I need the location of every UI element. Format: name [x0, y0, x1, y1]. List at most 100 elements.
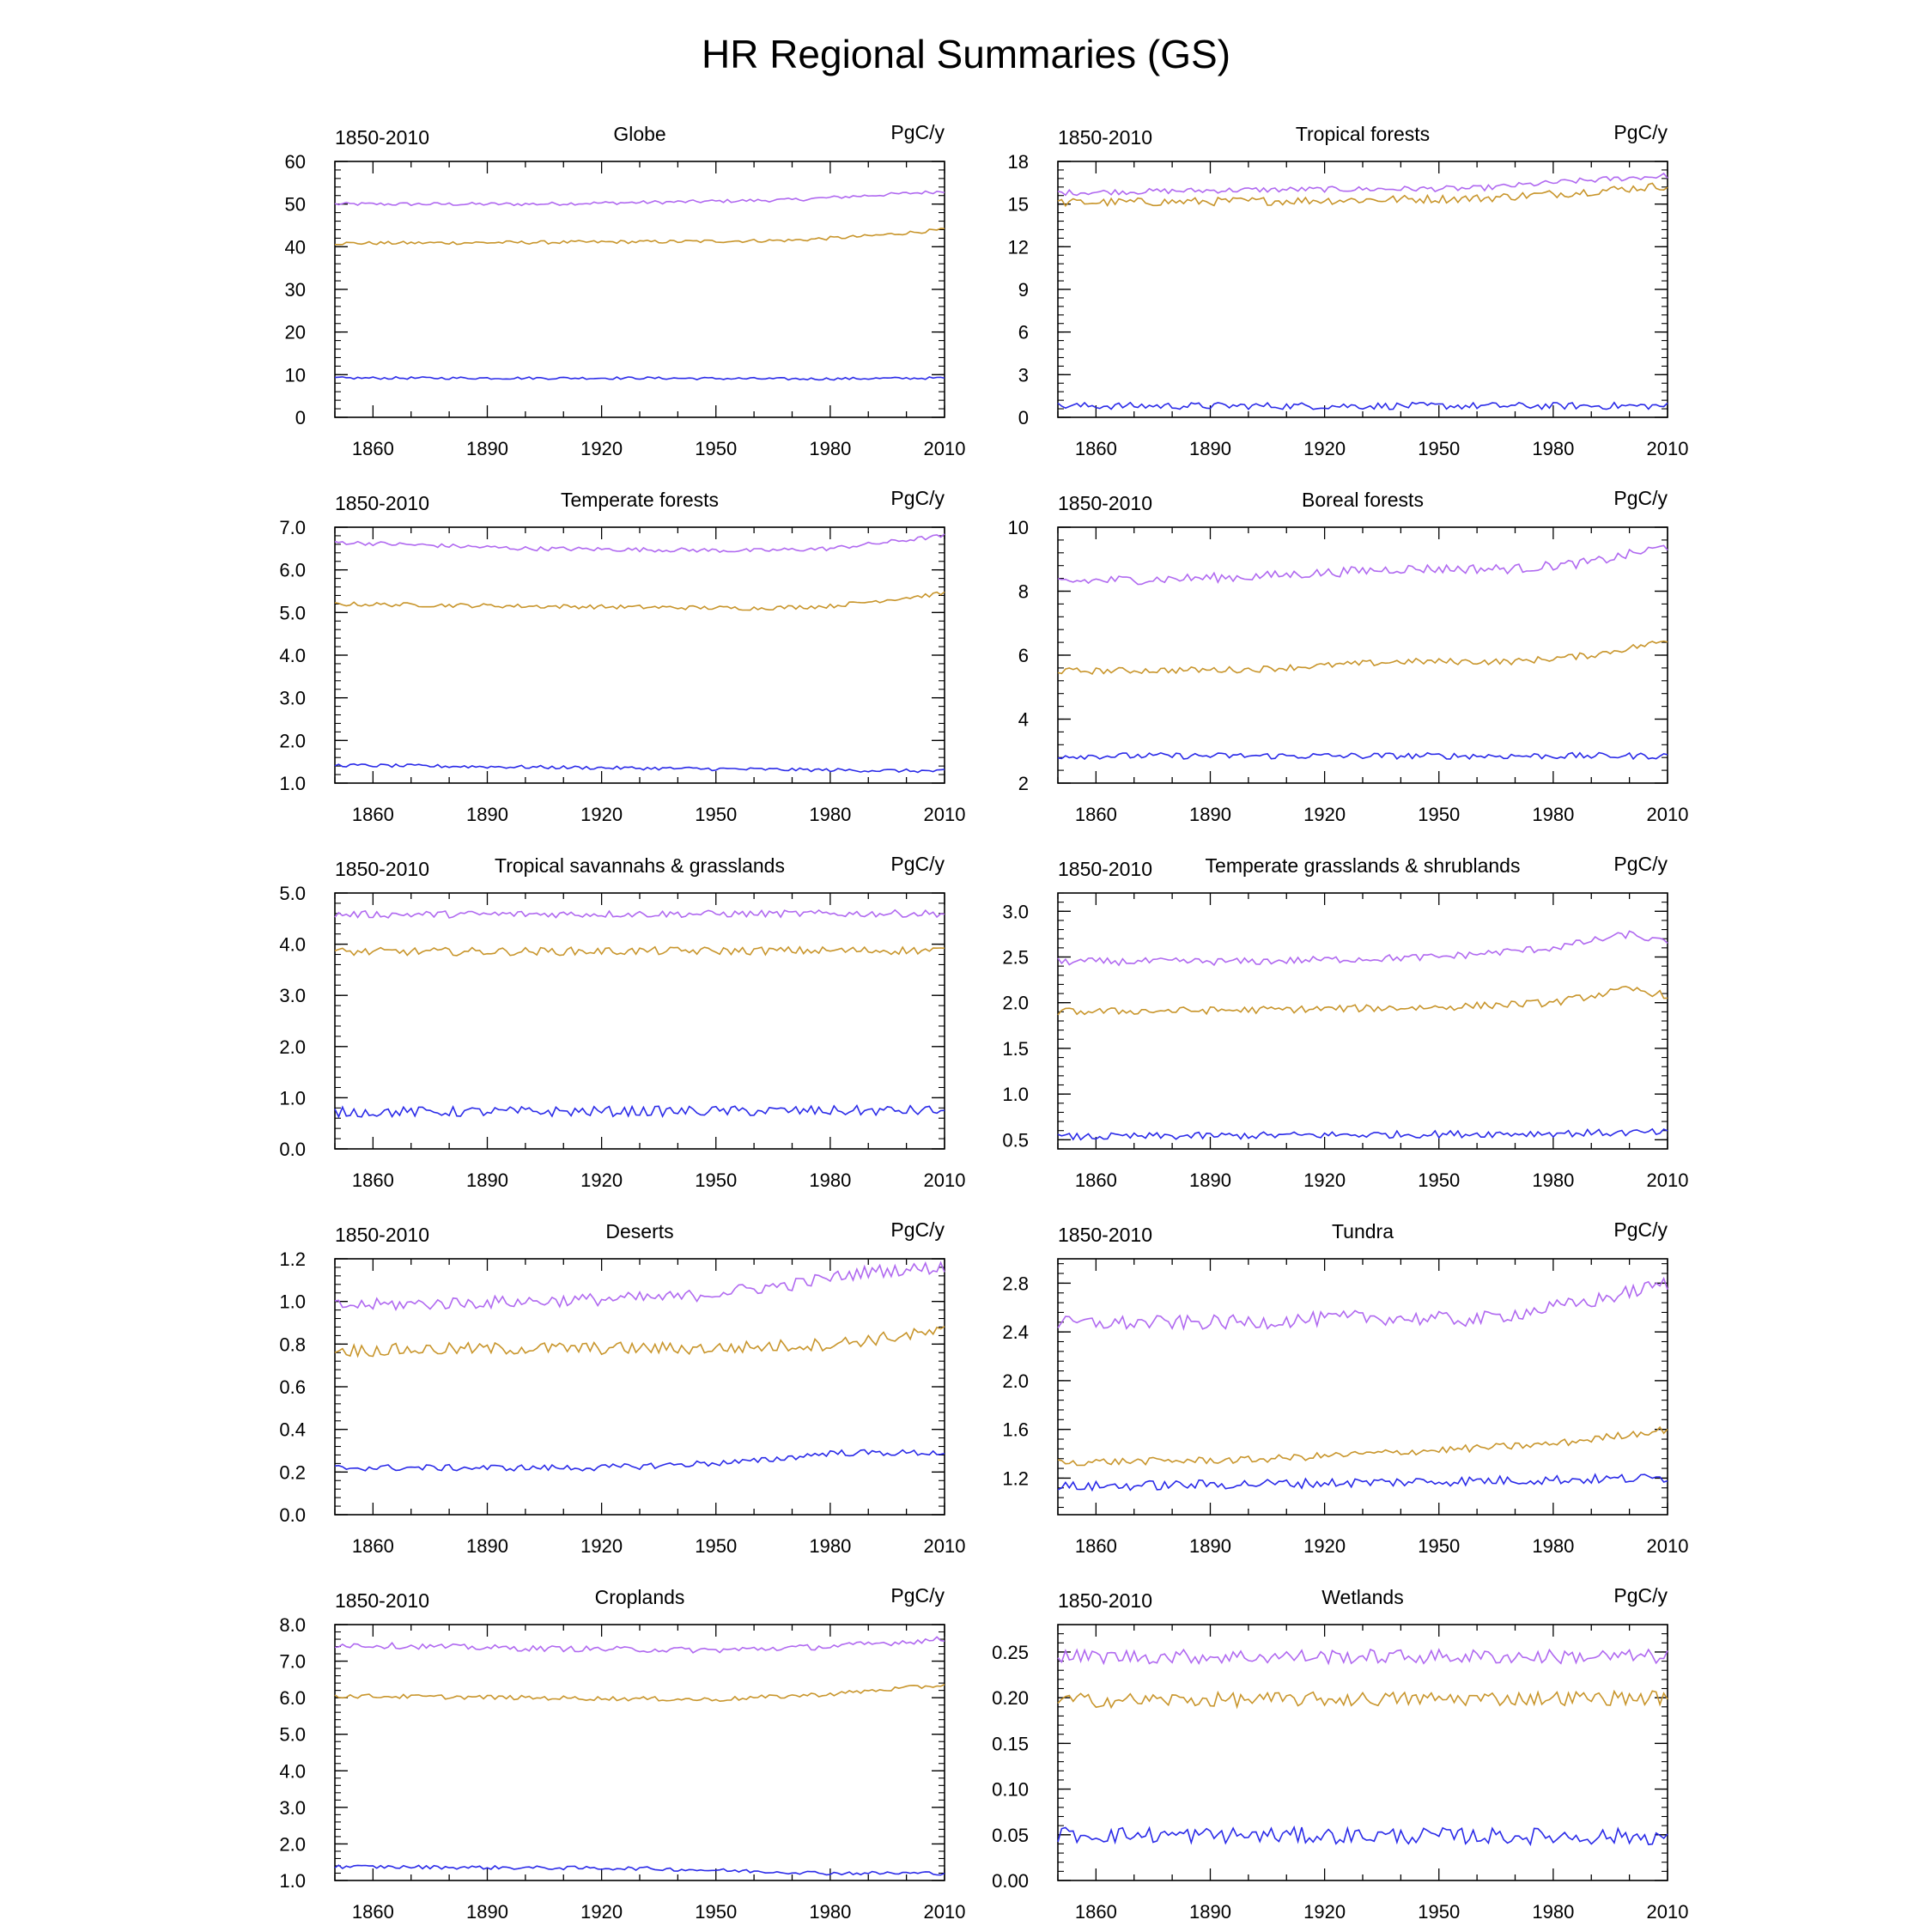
panel-title: Tropical forests — [1296, 123, 1430, 145]
series-line-1 — [334, 1636, 945, 1654]
panel-title: Tundra — [1332, 1220, 1394, 1242]
x-tick-label: 1980 — [809, 1535, 851, 1557]
x-tick-label: 1860 — [352, 438, 394, 459]
y-tick-label: 18 — [1008, 151, 1029, 173]
unit-label: PgC/y — [890, 853, 945, 875]
y-tick-label: 2.0 — [1002, 993, 1029, 1014]
plot-frame — [334, 1624, 945, 1881]
plot-frame — [334, 526, 945, 784]
x-tick-label: 1980 — [809, 1170, 851, 1191]
y-tick-label: 0.5 — [1002, 1129, 1029, 1151]
y-tick-label: 6.0 — [279, 560, 306, 581]
series-line-2 — [334, 591, 945, 611]
series-line-1 — [334, 1261, 945, 1311]
series-line-2 — [1057, 985, 1668, 1016]
unit-label: PgC/y — [1613, 853, 1668, 875]
x-tick-label: 1950 — [1418, 438, 1460, 459]
y-tick-label: 0.0 — [279, 1139, 306, 1160]
chart-panel: 1860 1890 1920 1950 1980 2010 2 4 6 8 10 1850-2010 B… — [1008, 487, 1689, 825]
x-tick-label: 1980 — [809, 438, 851, 459]
x-tick-label: 1950 — [1418, 1535, 1460, 1557]
x-tick-label: 1950 — [1418, 804, 1460, 825]
y-tick-label: 10 — [1008, 517, 1029, 538]
period-label: 1850-2010 — [335, 858, 429, 880]
period-label: 1850-2010 — [1058, 492, 1152, 514]
y-tick-label: 1.0 — [1002, 1084, 1029, 1105]
x-tick-label: 1920 — [580, 1170, 623, 1191]
y-tick-label: 6 — [1018, 322, 1029, 343]
unit-label: PgC/y — [1613, 487, 1668, 509]
panel-title: Croplands — [595, 1586, 685, 1608]
x-tick-label: 1890 — [1189, 1901, 1231, 1923]
x-tick-label: 1920 — [1303, 1535, 1346, 1557]
x-tick-label: 1920 — [1303, 1901, 1346, 1923]
series-line-1 — [334, 908, 945, 919]
panel-title: Globe — [613, 123, 665, 145]
panel-title: Deserts — [605, 1220, 673, 1242]
x-tick-label: 2010 — [924, 438, 966, 459]
series-line-1 — [1057, 544, 1668, 586]
y-tick-label: 1.0 — [279, 1087, 306, 1109]
x-tick-label: 1890 — [466, 1170, 508, 1191]
chart-panel: 1860 1890 1920 1950 1980 2010 0.0 0.2 0.4 0.6 0.8 1… — [279, 1218, 965, 1557]
unit-label: PgC/y — [890, 1218, 945, 1241]
y-tick-label: 0.2 — [279, 1461, 306, 1483]
x-tick-label: 1860 — [1075, 804, 1117, 825]
x-tick-label: 1920 — [580, 1535, 623, 1557]
x-tick-label: 2010 — [924, 1901, 966, 1923]
period-label: 1850-2010 — [1058, 1589, 1152, 1612]
plot-frame — [334, 1258, 945, 1516]
y-tick-label: 0.25 — [992, 1642, 1029, 1663]
x-tick-label: 1860 — [1075, 1170, 1117, 1191]
y-tick-label: 0.0 — [279, 1504, 306, 1526]
y-tick-label: 3 — [1018, 364, 1029, 386]
series-line-1 — [334, 533, 945, 554]
y-tick-label: 1.0 — [279, 1870, 306, 1892]
unit-label: PgC/y — [1613, 1584, 1668, 1607]
x-tick-label: 1860 — [1075, 1535, 1117, 1557]
y-tick-label: 7.0 — [279, 1651, 306, 1673]
chart-panel: 1860 1890 1920 1950 1980 2010 0 10 20 30 40 50 60 185… — [285, 121, 966, 459]
y-tick-label: 2.0 — [279, 1833, 306, 1855]
panel-title: Temperate forests — [561, 489, 719, 511]
series-line-1 — [334, 190, 945, 207]
period-label: 1850-2010 — [1058, 858, 1152, 880]
x-tick-label: 1890 — [1189, 1535, 1231, 1557]
x-tick-label: 1890 — [1189, 438, 1231, 459]
y-tick-label: 4.0 — [279, 645, 306, 666]
series-line-2 — [334, 1326, 945, 1358]
x-tick-label: 1920 — [580, 438, 623, 459]
y-tick-label: 30 — [285, 279, 306, 301]
y-tick-label: 2 — [1018, 773, 1029, 794]
x-tick-label: 1860 — [1075, 438, 1117, 459]
series-line-2 — [1057, 1425, 1668, 1467]
series-line-2 — [1057, 640, 1668, 675]
y-tick-label: 0.4 — [279, 1419, 306, 1441]
chart-panel: 1860 1890 1920 1950 1980 2010 0.0 1.0 2.0 3.0 4.0 5… — [279, 853, 965, 1191]
x-tick-label: 1890 — [466, 804, 508, 825]
x-tick-label: 1980 — [1532, 438, 1574, 459]
series-line-3 — [334, 375, 945, 381]
chart-panel: 1860 1890 1920 1950 1980 2010 1.2 1.6 2.0 2.4 2.8 1… — [1002, 1218, 1688, 1557]
x-tick-label: 1920 — [1303, 1170, 1346, 1191]
x-tick-label: 1890 — [1189, 1170, 1231, 1191]
series-line-3 — [1057, 401, 1668, 410]
chart-panel: 1860 1890 1920 1950 1980 2010 1.0 2.0 3.0 4.0 5.0 6… — [279, 487, 965, 825]
series-line-2 — [1057, 182, 1668, 208]
series-line-1 — [1057, 172, 1668, 197]
unit-label: PgC/y — [890, 487, 945, 509]
y-tick-label: 0.15 — [992, 1733, 1029, 1754]
chart-panel: 1860 1890 1920 1950 1980 2010 0.00 0.05 0.10 0.15… — [992, 1584, 1688, 1923]
x-tick-label: 2010 — [1647, 438, 1689, 459]
y-tick-label: 0.10 — [992, 1779, 1029, 1801]
y-tick-label: 8 — [1018, 581, 1029, 603]
y-tick-label: 3.0 — [279, 1797, 306, 1819]
x-tick-label: 1890 — [1189, 804, 1231, 825]
plot-frame — [1057, 161, 1668, 418]
series-line-3 — [1057, 1127, 1668, 1141]
y-tick-label: 0 — [1018, 407, 1029, 428]
series-line-3 — [334, 762, 945, 774]
series-line-3 — [334, 1864, 945, 1876]
series-line-3 — [1057, 1825, 1668, 1847]
series-line-3 — [334, 1449, 945, 1472]
